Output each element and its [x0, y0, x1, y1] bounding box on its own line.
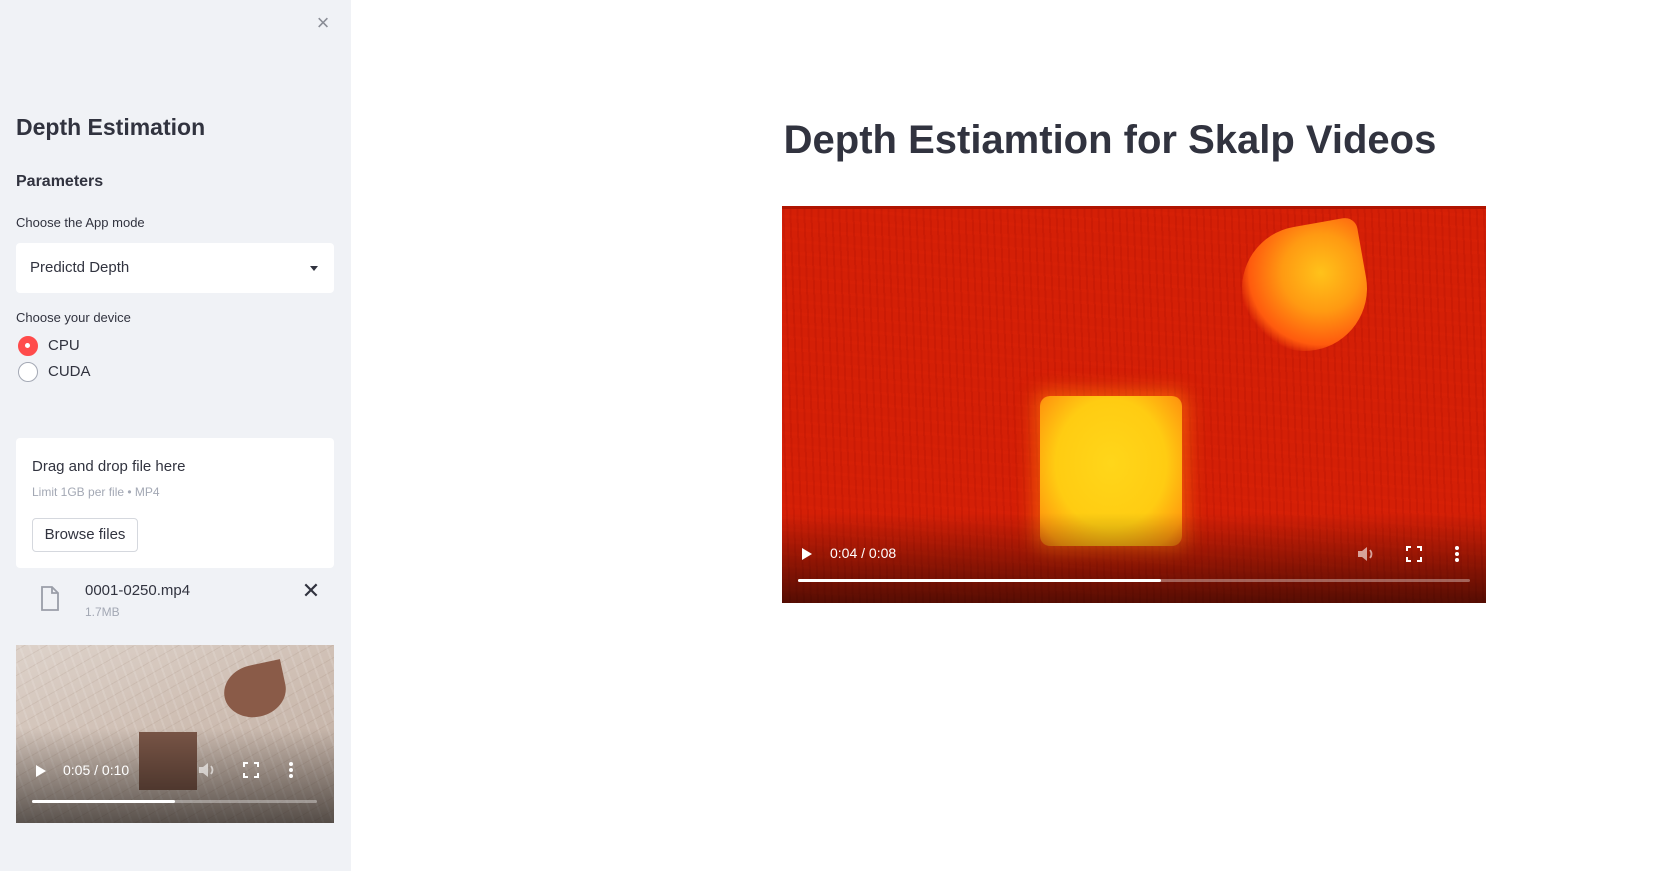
video-progress-fill [32, 800, 175, 803]
remove-file-icon[interactable]: ✕ [301, 578, 321, 603]
play-icon[interactable] [802, 548, 812, 560]
app-mode-label: Choose the App mode [16, 215, 145, 230]
file-size: 1.7MB [85, 605, 120, 619]
input-video-player[interactable]: 0:05 / 0:10 [16, 645, 334, 823]
video-time: 0:05 / 0:10 [63, 762, 130, 778]
volume-icon[interactable] [198, 762, 216, 778]
file-dropzone[interactable]: Drag and drop file here Limit 1GB per fi… [16, 438, 334, 568]
controls-gradient [16, 728, 334, 823]
video-progress-fill [798, 579, 1161, 582]
page-title: Depth Estiamtion for Skalp Videos [783, 118, 1437, 162]
radio-cuda-indicator[interactable] [18, 362, 38, 382]
sidebar-title: Depth Estimation [16, 114, 206, 140]
file-icon [41, 586, 59, 611]
video-time: 0:04 / 0:08 [830, 545, 897, 561]
more-options-icon[interactable] [288, 761, 294, 779]
video-frame-top-edge [782, 206, 1486, 209]
radio-cpu-indicator[interactable] [18, 336, 38, 356]
app-mode-value: Predictd Depth [30, 259, 130, 276]
radio-cuda-label: CUDA [48, 363, 91, 380]
close-sidebar-icon[interactable]: × [316, 10, 330, 35]
output-video-player[interactable]: 0:04 / 0:08 [782, 206, 1486, 603]
video-progress-bar[interactable] [32, 800, 317, 803]
video-progress-bar[interactable] [798, 579, 1470, 582]
device-label: Choose your device [16, 310, 131, 325]
uploaded-file: 0001-0250.mp4 1.7MB ✕ [16, 575, 334, 625]
fullscreen-icon[interactable] [1406, 546, 1422, 562]
browse-files-button[interactable]: Browse files [32, 518, 138, 552]
controls-gradient [782, 513, 1486, 603]
radio-cpu-label: CPU [48, 337, 80, 354]
app-mode-select[interactable]: Predictd Depth [16, 243, 334, 293]
file-name: 0001-0250.mp4 [85, 582, 191, 599]
parameters-heading: Parameters [16, 173, 104, 190]
dropzone-limit: Limit 1GB per file • MP4 [32, 485, 160, 499]
play-icon[interactable] [36, 765, 46, 777]
fullscreen-icon[interactable] [243, 762, 259, 778]
dropzone-title: Drag and drop file here [32, 458, 186, 475]
sidebar: × Depth Estimation Parameters Choose the… [0, 0, 351, 871]
more-options-icon[interactable] [1454, 545, 1460, 563]
volume-icon[interactable] [1357, 546, 1375, 562]
chevron-down-icon [310, 266, 318, 271]
